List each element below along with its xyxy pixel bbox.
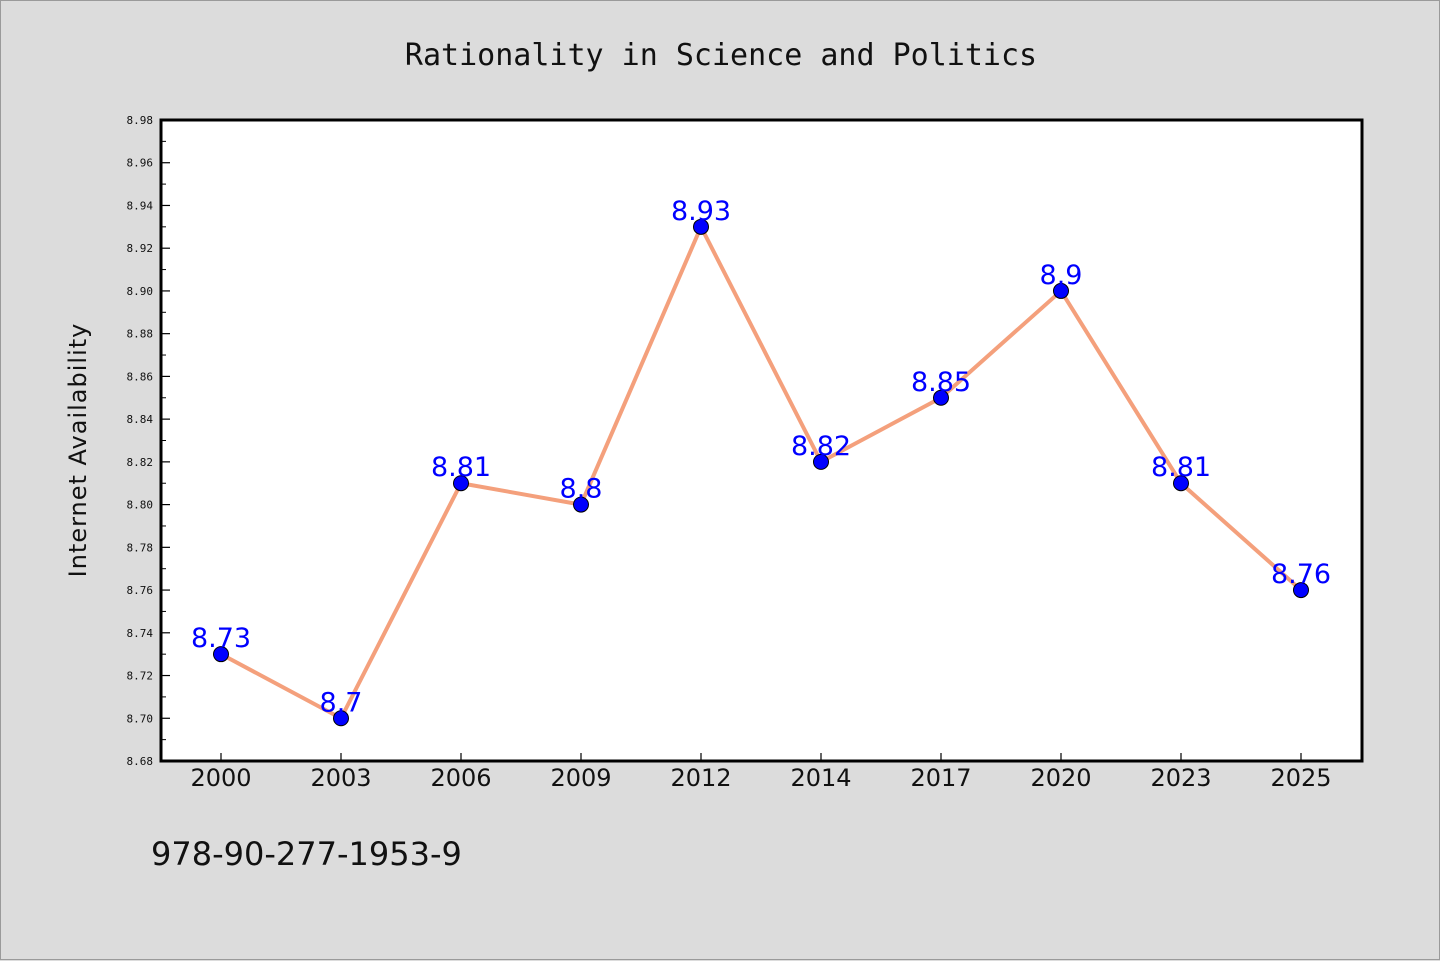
plot-area [161, 120, 1362, 761]
data-point [1293, 582, 1309, 599]
y-tick-label: 8.88 [127, 328, 154, 341]
y-tick-label: 8.90 [127, 285, 154, 298]
x-tick-label: 2009 [550, 764, 611, 792]
data-label: 8.81 [1151, 452, 1211, 483]
chart-title: Rationality in Science and Politics [405, 38, 1037, 73]
data-point [1173, 475, 1189, 492]
x-tick-label: 2020 [1030, 764, 1091, 792]
data-point [213, 646, 229, 663]
x-axis: 2000 2003 2006 2009 2012 2014 2017 2020 2023 2025 [190, 753, 1332, 792]
y-tick-label: 8.98 [127, 114, 154, 127]
data-point [813, 453, 829, 470]
x-tick-label: 2017 [910, 764, 971, 792]
y-tick-label: 8.78 [127, 541, 154, 554]
data-label: 8.73 [191, 623, 251, 654]
y-tick-label: 8.80 [127, 499, 154, 512]
y-tick-label: 8.82 [127, 456, 154, 469]
data-label: 8.85 [911, 367, 971, 398]
y-tick-label: 8.96 [127, 157, 154, 170]
data-point [933, 389, 949, 406]
data-point [333, 710, 349, 727]
y-tick-label: 8.68 [127, 755, 154, 768]
data-label: 8.9 [1040, 260, 1083, 291]
y-axis-label: Internet Availability [64, 323, 92, 578]
y-tick-label: 8.74 [127, 627, 154, 640]
data-point [1053, 282, 1069, 299]
y-tick-label: 8.76 [127, 584, 154, 597]
series-line [219, 224, 1303, 721]
data-label: 8.81 [431, 452, 491, 483]
x-tick-label: 2014 [790, 764, 851, 792]
isbn-annotation: 978-90-277-1953-9 [151, 835, 462, 873]
y-tick-label: 8.92 [127, 242, 154, 255]
data-label: 8.82 [791, 431, 851, 462]
data-label: 8.7 [320, 687, 363, 718]
data-point [573, 496, 589, 513]
data-label: 8.76 [1271, 559, 1331, 590]
y-tick-label: 8.94 [127, 199, 154, 212]
data-label: 8.8 [560, 474, 603, 505]
y-tick-label: 8.70 [127, 712, 154, 725]
plot-border [159, 118, 1364, 763]
data-point [693, 218, 709, 235]
x-tick-label: 2006 [430, 764, 491, 792]
y-tick-label: 8.84 [127, 413, 154, 426]
x-tick-label: 2025 [1270, 764, 1331, 792]
x-tick-label: 2003 [310, 764, 371, 792]
y-tick-label: 8.72 [127, 670, 154, 683]
x-tick-label: 2000 [190, 764, 251, 792]
data-point [453, 475, 469, 492]
x-tick-label: 2012 [670, 764, 731, 792]
y-tick-label: 8.86 [127, 370, 154, 383]
y-axis: 8.68 8.70 8.72 8.74 8.76 8.78 8.80 8.82 8.84 8.86… [127, 114, 170, 768]
series-layer: 8.73 8.7 8.81 8.8 8.93 8.82 8.85 8.9 8.81 8.76 [191, 196, 1331, 727]
x-tick-label: 2023 [1150, 764, 1211, 792]
data-label: 8.93 [671, 196, 731, 227]
